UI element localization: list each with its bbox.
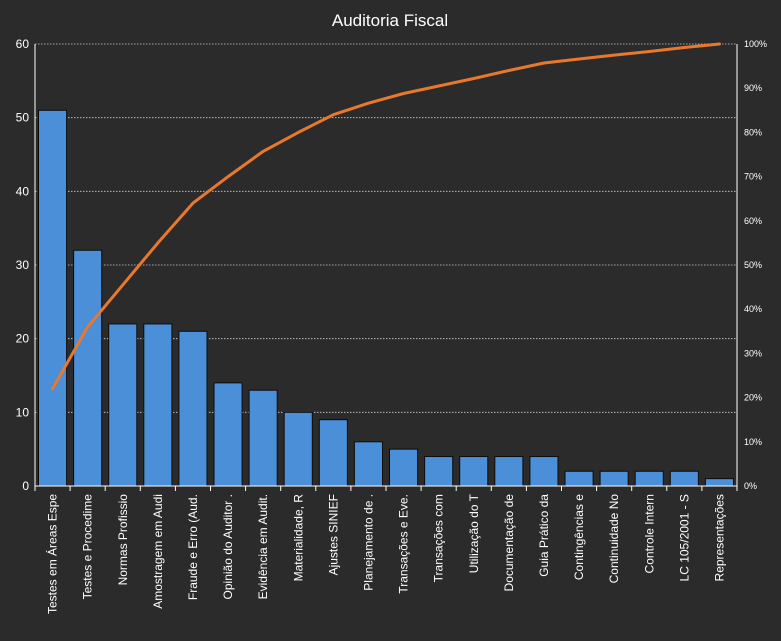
category-label: Utilização do T xyxy=(467,493,481,573)
y-tick-label: 50 xyxy=(16,111,30,125)
bar-12 xyxy=(424,456,454,487)
category-axis-labels: Testes em Áreas Espe Testes e Procedime No… xyxy=(45,493,727,614)
bar-9 xyxy=(318,419,348,487)
secondary-y-axis-labels: 0% 10% 20% 30% 40% 50% 60% 70% 80% 90% 100% xyxy=(744,39,767,491)
bar-10 xyxy=(353,441,383,487)
bar-13 xyxy=(459,456,489,487)
category-label: Contingências e xyxy=(572,494,586,580)
bar-18 xyxy=(634,470,664,487)
y2-tick-label: 30% xyxy=(744,348,762,358)
y2-tick-label: 70% xyxy=(744,172,762,182)
category-label: Opinião do Auditor . xyxy=(221,494,235,599)
y2-tick-label: 50% xyxy=(744,260,762,270)
y2-tick-label: 0% xyxy=(744,481,757,491)
category-label: Transações com xyxy=(432,494,446,582)
bar-11 xyxy=(389,448,419,487)
chart-title: Auditoria Fiscal xyxy=(332,11,448,30)
category-label: Materialidade, R xyxy=(291,494,305,582)
y2-tick-label: 80% xyxy=(744,127,762,137)
category-label: LC 105/2001 - S xyxy=(677,494,691,581)
cumulative-line-series xyxy=(51,42,721,391)
y-tick-label: 30 xyxy=(16,258,30,272)
y-tick-label: 20 xyxy=(16,332,30,346)
category-label: Fraude e Erro (Aud. xyxy=(186,494,200,600)
bar-19 xyxy=(669,470,699,487)
y-tick-label: 60 xyxy=(16,37,30,51)
bar-2 xyxy=(73,249,103,487)
bar-8 xyxy=(283,411,313,487)
bar-7 xyxy=(248,389,278,487)
y2-tick-label: 60% xyxy=(744,216,762,226)
bar-17 xyxy=(599,470,629,487)
bar-14 xyxy=(494,456,524,487)
category-label: Guia Prático da xyxy=(537,494,551,577)
bar-16 xyxy=(564,470,594,487)
category-label: Planejamento de . xyxy=(361,494,375,591)
category-label: Transações e Eve. xyxy=(397,494,411,594)
y-tick-label: 10 xyxy=(16,405,30,419)
bar-6 xyxy=(213,382,243,487)
category-label: Controle Intern xyxy=(642,494,656,573)
bar-series xyxy=(38,109,734,487)
category-label: Continuidade No xyxy=(607,494,621,584)
category-label: Testes e Procedime xyxy=(81,494,95,600)
category-label: Evidência em Audit. xyxy=(256,494,270,599)
axes xyxy=(34,44,738,491)
y2-tick-label: 40% xyxy=(744,304,762,314)
category-label: Normas Profissio xyxy=(116,494,130,586)
category-label: Amostragem em Audi xyxy=(151,494,165,609)
bar-4 xyxy=(143,323,173,487)
y2-tick-label: 20% xyxy=(744,393,762,403)
bar-3 xyxy=(108,323,138,487)
category-label: Testes em Áreas Espe xyxy=(45,494,60,614)
bar-1 xyxy=(38,109,68,487)
primary-y-axis-labels: 0 10 20 30 40 50 60 xyxy=(16,37,30,493)
y2-tick-label: 90% xyxy=(744,83,762,93)
bar-15 xyxy=(529,456,559,487)
cumulative-line xyxy=(51,42,721,391)
y2-tick-label: 100% xyxy=(744,39,767,49)
bar-5 xyxy=(178,330,208,487)
category-label: Ajustes SINIEF xyxy=(326,494,340,575)
y-tick-label: 0 xyxy=(22,479,29,493)
category-label: Documentação de xyxy=(502,494,516,592)
y2-tick-label: 10% xyxy=(744,437,762,447)
category-label: Representações xyxy=(713,494,727,581)
bar-20 xyxy=(704,478,734,487)
y-tick-label: 40 xyxy=(16,184,30,198)
